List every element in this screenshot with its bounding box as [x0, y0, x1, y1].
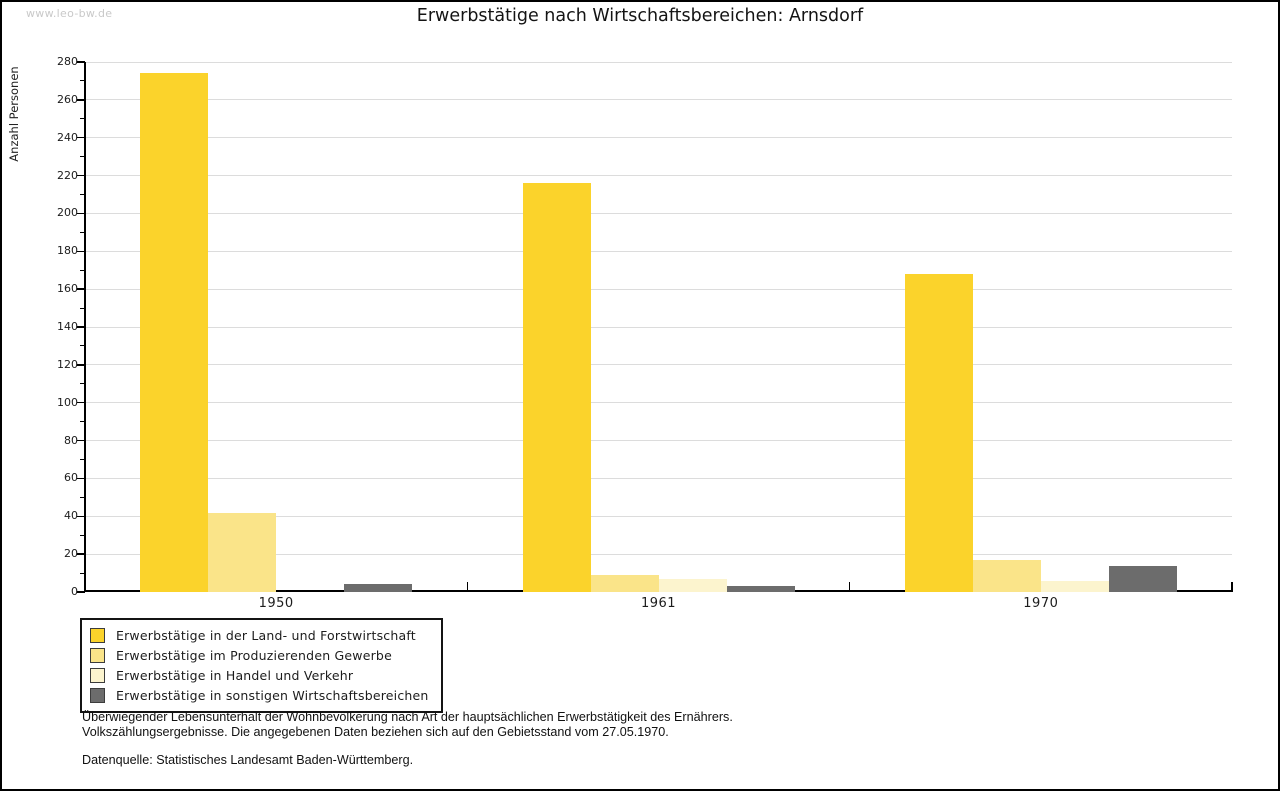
- x-category-label: 1950: [258, 596, 294, 611]
- y-major-tick: [77, 553, 85, 555]
- y-major-tick: [77, 288, 85, 290]
- legend-swatch-icon: [90, 627, 105, 643]
- x-boundary-tick: [466, 582, 469, 592]
- y-tick-label: 100: [57, 395, 78, 409]
- gridline: [85, 477, 1232, 479]
- gridline: [85, 212, 1232, 214]
- gridline: [85, 61, 1232, 63]
- y-major-tick: [77, 174, 85, 177]
- y-tick-label: 120: [57, 357, 78, 371]
- bar-1950-series-2: [208, 512, 277, 592]
- y-tick-label: 40: [64, 509, 78, 523]
- gridline: [85, 175, 1232, 177]
- y-tick-label: 60: [64, 471, 78, 485]
- y-major-tick: [77, 364, 85, 366]
- footnote-line-2: Volkszählungsergebnisse. Die angegebenen…: [82, 724, 669, 739]
- chart-title: Erwerbstätige nach Wirtschaftsbereichen:…: [416, 6, 864, 26]
- y-major-tick: [77, 250, 85, 253]
- bar-1950-series-4: [344, 584, 413, 592]
- gridline: [85, 402, 1232, 404]
- y-minor-tick: [80, 269, 85, 271]
- x-category-label: 1970: [1023, 596, 1059, 611]
- y-major-tick: [77, 401, 85, 404]
- y-tick-label: 280: [57, 55, 78, 68]
- x-boundary-tick: [1231, 582, 1233, 592]
- y-tick-label: 180: [57, 244, 78, 258]
- footnote: Überwiegender Lebensunterhalt der Wohnbe…: [82, 710, 733, 739]
- y-minor-tick: [80, 383, 85, 385]
- y-tick-label: 220: [57, 168, 78, 182]
- y-minor-tick: [80, 80, 85, 82]
- gridline: [85, 137, 1232, 139]
- y-major-tick: [77, 61, 85, 63]
- x-boundary-tick: [84, 582, 86, 592]
- gridline: [85, 288, 1232, 290]
- x-boundary-tick: [848, 582, 851, 592]
- y-major-tick: [77, 99, 85, 101]
- bar-1961-series-4: [726, 586, 795, 592]
- y-minor-tick: [80, 421, 85, 423]
- y-minor-tick: [80, 156, 85, 158]
- x-category-label: 1961: [640, 596, 677, 611]
- legend-row: Erwerbstätige im Produzierenden Gewerbe: [90, 645, 429, 665]
- y-minor-tick: [80, 194, 85, 195]
- y-minor-tick: [80, 345, 85, 347]
- y-minor-tick: [80, 118, 85, 120]
- legend-label: Erwerbstätige in sonstigen Wirtschaftsbe…: [116, 687, 429, 703]
- legend-swatch-icon: [90, 647, 105, 663]
- gridline: [85, 250, 1232, 252]
- gridline: [85, 440, 1232, 442]
- legend-row: Erwerbstätige in Handel und Verkehr: [90, 665, 429, 685]
- gridline: [85, 99, 1232, 101]
- y-major-tick: [77, 439, 85, 442]
- gridline: [85, 553, 1232, 555]
- y-tick-label: 160: [57, 282, 78, 296]
- y-tick-label: 240: [57, 130, 78, 144]
- y-minor-tick: [80, 231, 85, 233]
- bar-1970-series-3: [1040, 580, 1109, 592]
- y-major-tick: [77, 326, 85, 328]
- bar-1961-series-1: [522, 183, 591, 592]
- y-tick-label: 0: [71, 585, 78, 598]
- y-minor-tick: [80, 307, 85, 309]
- gridline: [85, 515, 1232, 517]
- bar-1961-series-2: [590, 574, 659, 592]
- legend-label: Erwerbstätige in Handel und Verkehr: [116, 667, 354, 683]
- watermark: www.leo-bw.de: [26, 7, 113, 20]
- legend-label: Erwerbstätige in der Land- und Forstwirt…: [116, 627, 416, 643]
- bar-1950-series-1: [140, 73, 209, 592]
- legend-row: Erwerbstätige in sonstigen Wirtschaftsbe…: [90, 685, 429, 705]
- bar-1970-series-1: [904, 274, 973, 592]
- legend-row: Erwerbstätige in der Land- und Forstwirt…: [90, 625, 429, 645]
- bar-1970-series-2: [972, 559, 1041, 592]
- gridline: [85, 326, 1232, 328]
- y-minor-tick: [80, 459, 85, 460]
- y-tick-label: 200: [57, 206, 78, 220]
- bar-1961-series-3: [658, 578, 727, 592]
- legend: Erwerbstätige in der Land- und Forstwirt…: [80, 618, 443, 713]
- gridline: [85, 364, 1232, 366]
- bar-1970-series-4: [1108, 565, 1177, 592]
- y-minor-tick: [80, 496, 85, 498]
- footnote-line-1: Überwiegender Lebensunterhalt der Wohnbe…: [82, 710, 733, 724]
- y-tick-label: 260: [57, 92, 78, 106]
- y-minor-tick: [80, 534, 85, 536]
- legend-swatch-icon: [90, 667, 105, 683]
- y-major-tick: [77, 136, 85, 139]
- y-tick-label: 80: [64, 433, 78, 447]
- legend-swatch-icon: [90, 687, 105, 703]
- y-major-tick: [77, 477, 85, 480]
- y-tick-label: 20: [64, 547, 78, 561]
- legend-label: Erwerbstätige im Produzierenden Gewerbe: [116, 647, 392, 663]
- source-note: Datenquelle: Statistisches Landesamt Bad…: [82, 753, 414, 767]
- y-tick-label: 140: [57, 320, 78, 333]
- y-major-tick: [77, 591, 85, 593]
- y-minor-tick: [80, 572, 85, 574]
- y-major-tick: [77, 515, 85, 518]
- y-major-tick: [77, 212, 85, 215]
